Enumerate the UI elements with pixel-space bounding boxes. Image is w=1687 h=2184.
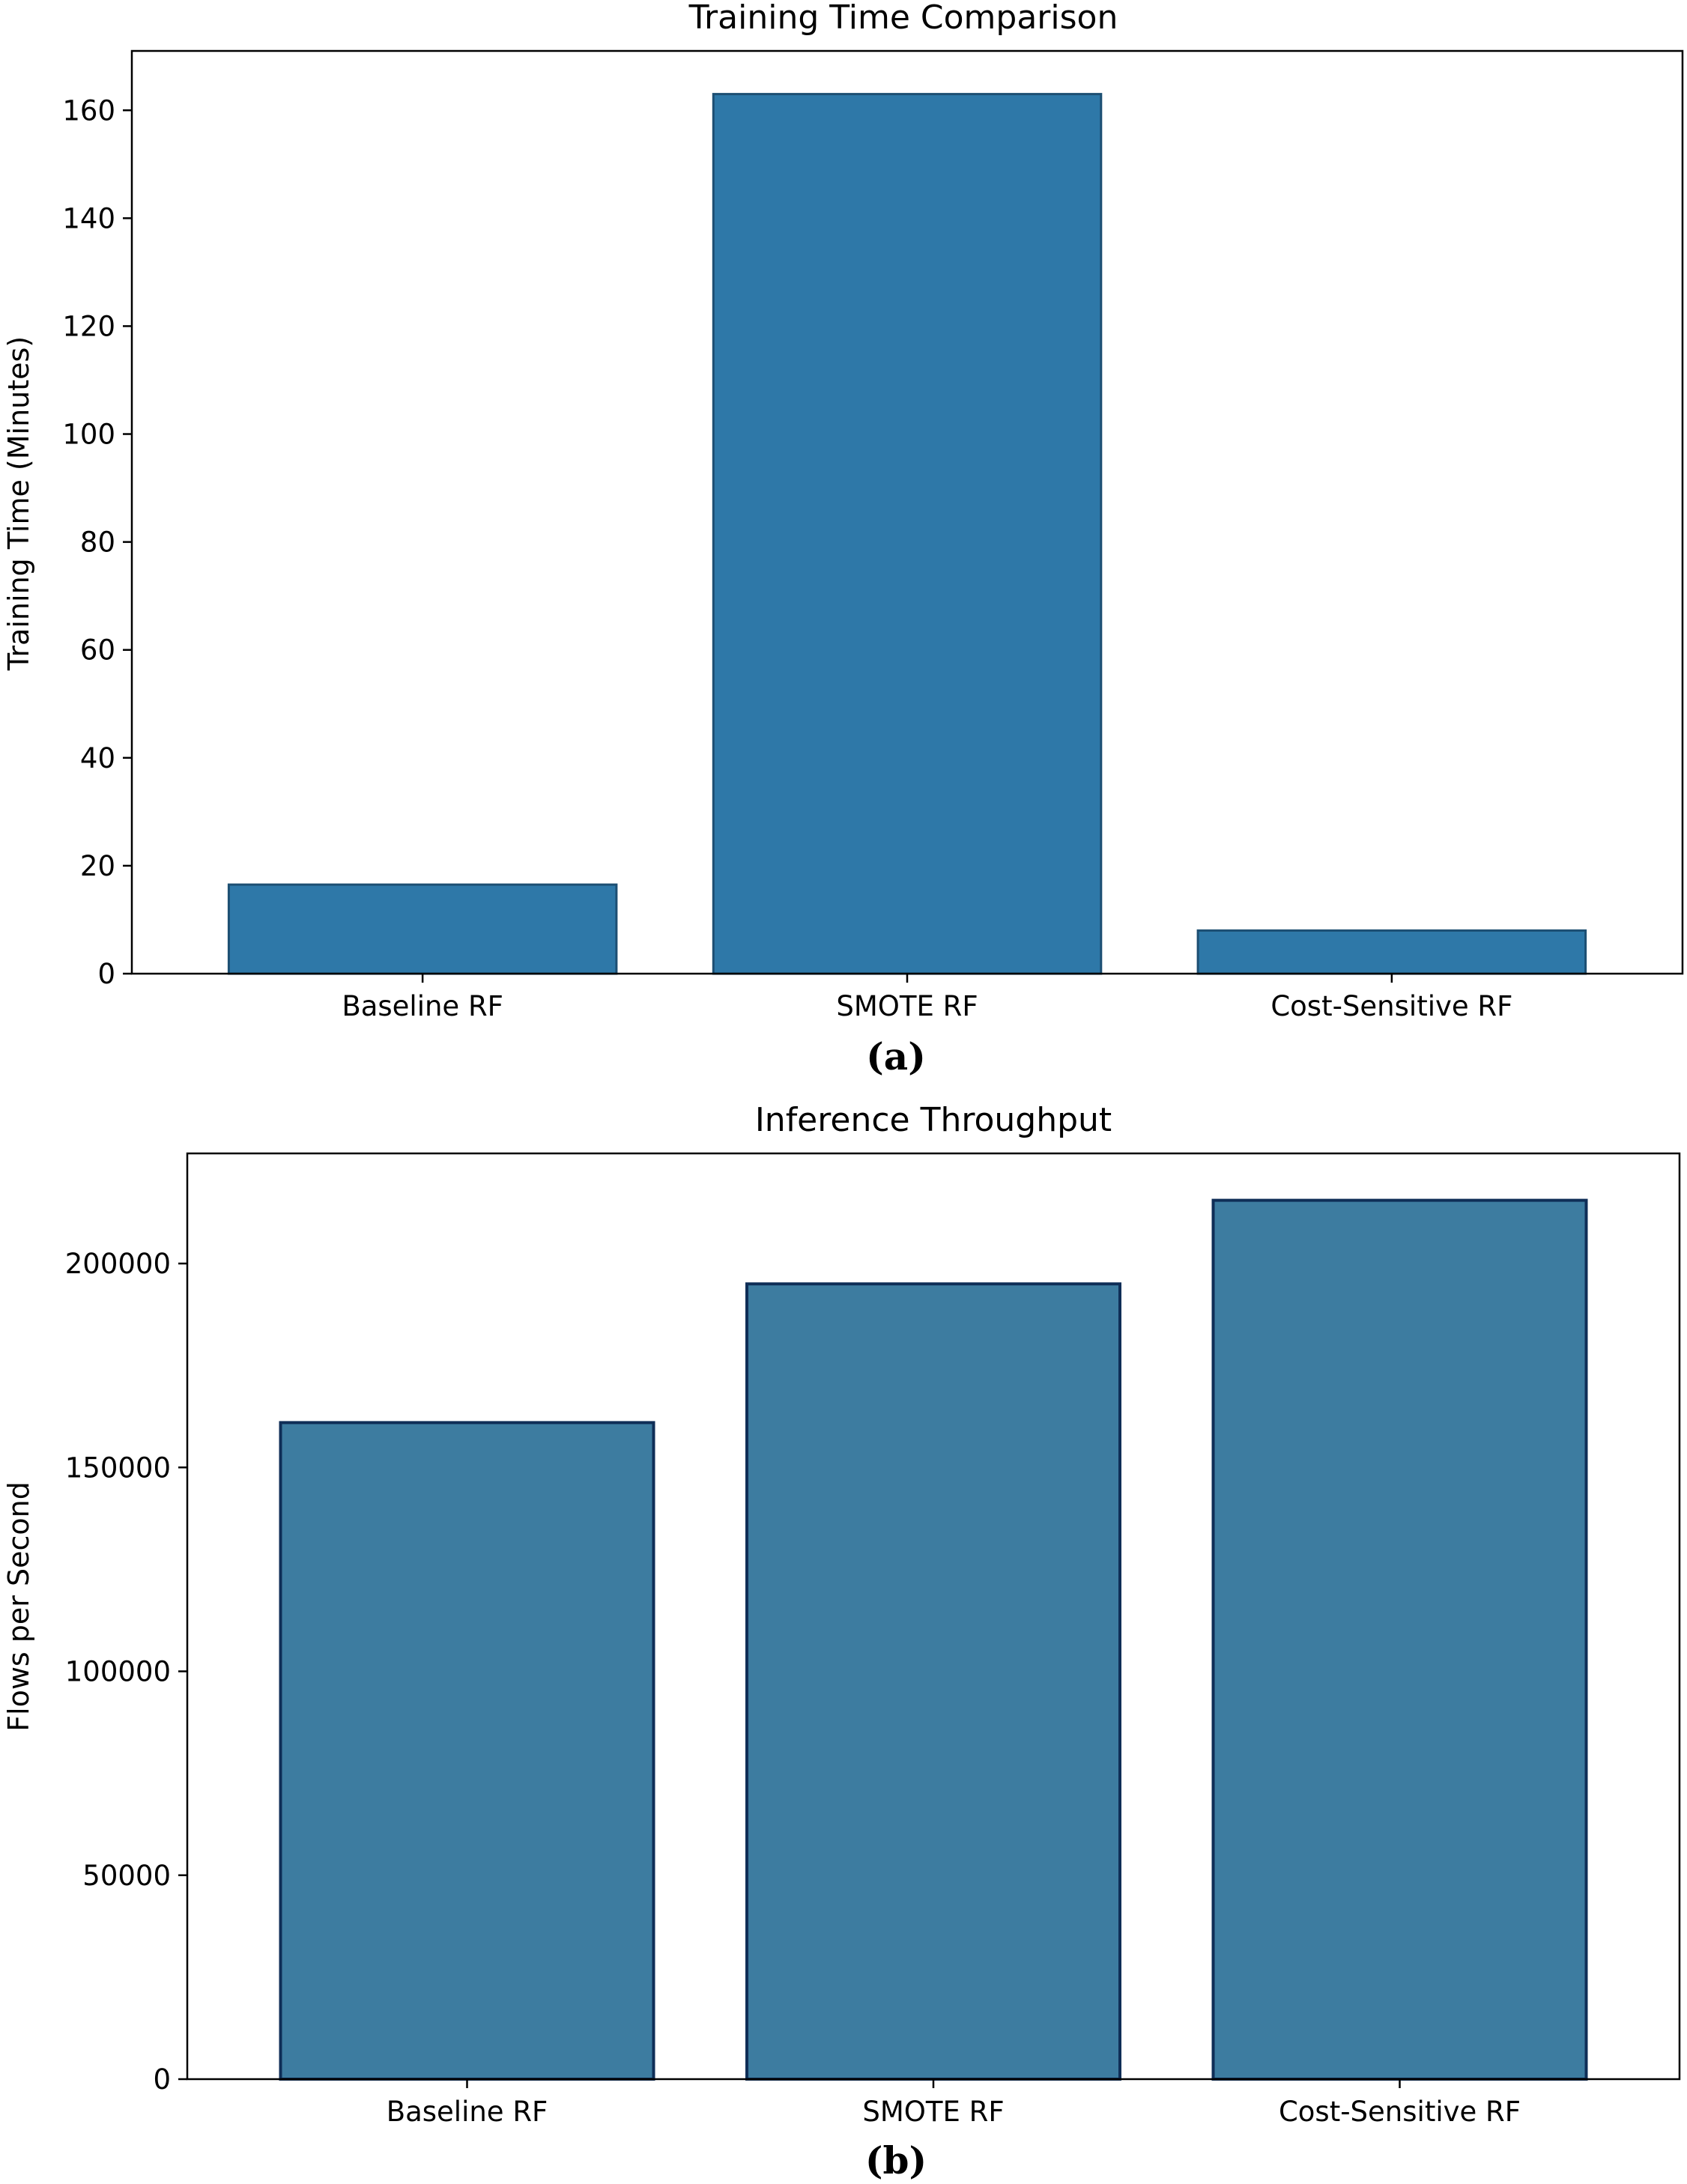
y-tick-label: 160 [62,94,115,127]
x-tick-label: Cost-Sensitive RF [1270,990,1512,1022]
bars [227,93,1587,975]
bar-baseline-rf [227,883,618,975]
chart-title: Inference Throughput [755,1101,1112,1139]
panel-label: (a) [866,1034,926,1079]
x-tick-label: SMOTE RF [862,2096,1004,2128]
y-tick-label: 80 [80,527,115,559]
y-ticks: 0 20 40 60 80 100 120 140 160 [62,94,132,990]
panel-label: (b) [865,2138,927,2183]
y-tick-label: 100000 [65,1656,171,1688]
y-tick-label: 140 [62,202,115,234]
y-tick-label: 200000 [65,1248,171,1280]
x-tick-label: Baseline RF [387,2096,548,2128]
y-tick-label: 150000 [65,1452,171,1484]
y-tick-label: 60 [80,634,115,667]
bar-cost-sensitive-rf [1196,929,1587,975]
bar-cost-sensitive-rf [1211,1198,1588,2081]
y-ticks: 0 50000 100000 150000 200000 [65,1248,187,2096]
y-axis-label: Flows per Second [2,1481,35,1732]
x-tick-label: Baseline RF [342,990,503,1022]
y-tick-label: 0 [153,2063,171,2096]
bars [279,1198,1588,2081]
bar-smote-rf [712,93,1103,975]
y-axis-label: Training Time (Minutes) [2,336,35,671]
bar-baseline-rf [279,1421,655,2081]
x-tick-label: Cost-Sensitive RF [1279,2096,1521,2128]
y-tick-label: 50000 [82,1860,171,1892]
y-tick-label: 120 [62,310,115,342]
x-tick-label: SMOTE RF [836,990,978,1022]
y-tick-label: 40 [80,742,115,774]
chart-title: Training Time Comparison [688,0,1118,37]
y-tick-label: 20 [80,850,115,882]
x-ticks: Baseline RF SMOTE RF Cost-Sensitive RF [387,2079,1521,2128]
bar-smote-rf [745,1282,1121,2081]
x-ticks: Baseline RF SMOTE RF Cost-Sensitive RF [342,974,1512,1022]
chart-inference-throughput: Inference Throughput Flows per Second 0 5… [2,1101,1681,2183]
y-tick-label: 0 [97,958,115,990]
y-tick-label: 100 [62,419,115,451]
chart-training-time: Training Time Comparison Training Time (… [2,0,1684,1079]
